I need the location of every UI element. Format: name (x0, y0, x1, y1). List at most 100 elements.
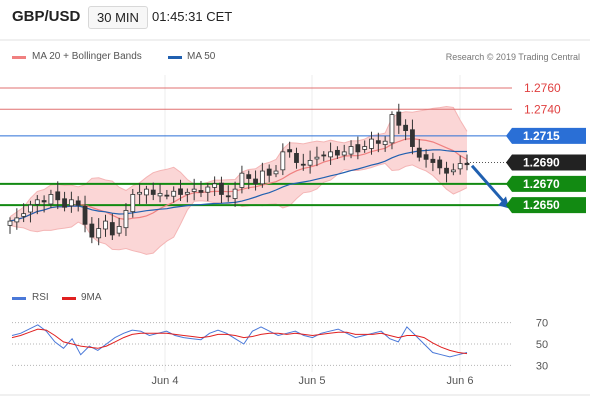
candle-body (48, 194, 54, 205)
candle-body (437, 159, 443, 169)
candle-body (198, 190, 204, 193)
candle-body (294, 153, 299, 163)
price-axis-labels: 1.2760 1.2740 1.2715 1.2690 1.2670 1.2650 (506, 81, 586, 214)
candle-body (68, 199, 74, 207)
candle (239, 165, 245, 194)
candle-body (341, 151, 347, 156)
candle (191, 178, 197, 201)
candle (103, 214, 108, 237)
candle (171, 186, 177, 203)
candle-body (416, 147, 422, 158)
candle-body (157, 193, 163, 197)
candle-body (212, 183, 218, 188)
candle-body (287, 149, 293, 153)
candle (184, 188, 190, 203)
candle-body (137, 191, 142, 195)
candle-body (348, 146, 354, 155)
candle-body (232, 188, 238, 199)
candle-body (273, 170, 279, 175)
candle-body (14, 217, 20, 223)
candle-body (403, 124, 409, 131)
x-axis-labels: Jun 4 Jun 5 Jun 6 (152, 375, 474, 387)
price-label: 1.2690 (523, 156, 560, 170)
candle-body (410, 129, 415, 147)
price-label: 1.2650 (523, 198, 560, 212)
candle-body (280, 151, 286, 171)
candle (273, 165, 279, 178)
candle-body (430, 158, 436, 163)
candle-body (314, 156, 320, 160)
candle (300, 153, 306, 171)
candle (130, 188, 136, 218)
candle (21, 203, 27, 223)
candle-body (34, 199, 40, 205)
candle (294, 147, 299, 169)
ma9-legend-swatch (62, 297, 76, 300)
candle-body (450, 169, 456, 173)
timeframe-button[interactable]: 30 MIN (88, 6, 148, 29)
copyright-text: Research © 2019 Trading Central (445, 52, 580, 62)
candle-body (82, 205, 88, 225)
candle-body (123, 210, 129, 229)
ma20-line (9, 137, 468, 222)
candle (164, 189, 170, 200)
candle-body (96, 228, 102, 239)
candle (307, 150, 313, 174)
rsi-legend-label: RSI (32, 292, 49, 303)
rsi-tick-label: 70 (536, 318, 548, 330)
candle-body (246, 174, 252, 179)
candle-body (321, 154, 327, 157)
candle (178, 179, 183, 201)
candle (150, 182, 156, 201)
ma50-legend-label: MA 50 (187, 51, 216, 62)
candle (232, 181, 238, 207)
symbol-title: GBP/USD (12, 8, 81, 25)
candle (48, 189, 54, 208)
ma50-legend-swatch (168, 56, 182, 59)
candle (444, 161, 449, 183)
candle (205, 182, 211, 202)
price-label: 1.2760 (524, 81, 561, 95)
candle (109, 213, 115, 241)
candle (457, 155, 463, 175)
candle (259, 162, 265, 188)
candle (253, 170, 258, 191)
candle-body (362, 146, 368, 150)
candle (137, 183, 142, 205)
candle-body (423, 154, 429, 160)
candle (212, 176, 218, 196)
current-time: 01:45:31 CET (152, 9, 233, 24)
candle (219, 176, 224, 204)
candle-body (355, 144, 361, 153)
candle (314, 146, 320, 167)
candle-body (328, 151, 333, 158)
rsi-tick-label: 50 (536, 339, 548, 351)
candle (266, 164, 272, 183)
candle (389, 111, 395, 150)
candle (280, 143, 286, 176)
candle-body (219, 182, 224, 195)
candle (116, 217, 122, 237)
candle (362, 140, 368, 153)
candle (68, 191, 74, 213)
candle-body (375, 140, 381, 144)
candle-body (335, 149, 340, 156)
candle (41, 195, 47, 213)
candle (62, 191, 67, 212)
candle (464, 154, 470, 171)
ma20-legend-label: MA 20 + Bollinger Bands (32, 51, 142, 62)
candle (341, 144, 347, 161)
candle-body (41, 200, 47, 203)
candle-body (444, 167, 449, 174)
candle-body (225, 195, 231, 198)
candle (369, 131, 374, 155)
candle-body (239, 172, 245, 188)
price-label: 1.2740 (524, 102, 561, 116)
candle-body (116, 226, 122, 234)
candle (14, 208, 20, 230)
ma20-legend-swatch (12, 56, 26, 59)
candle-body (62, 198, 67, 208)
candle-body (55, 191, 61, 201)
candle (287, 141, 293, 158)
